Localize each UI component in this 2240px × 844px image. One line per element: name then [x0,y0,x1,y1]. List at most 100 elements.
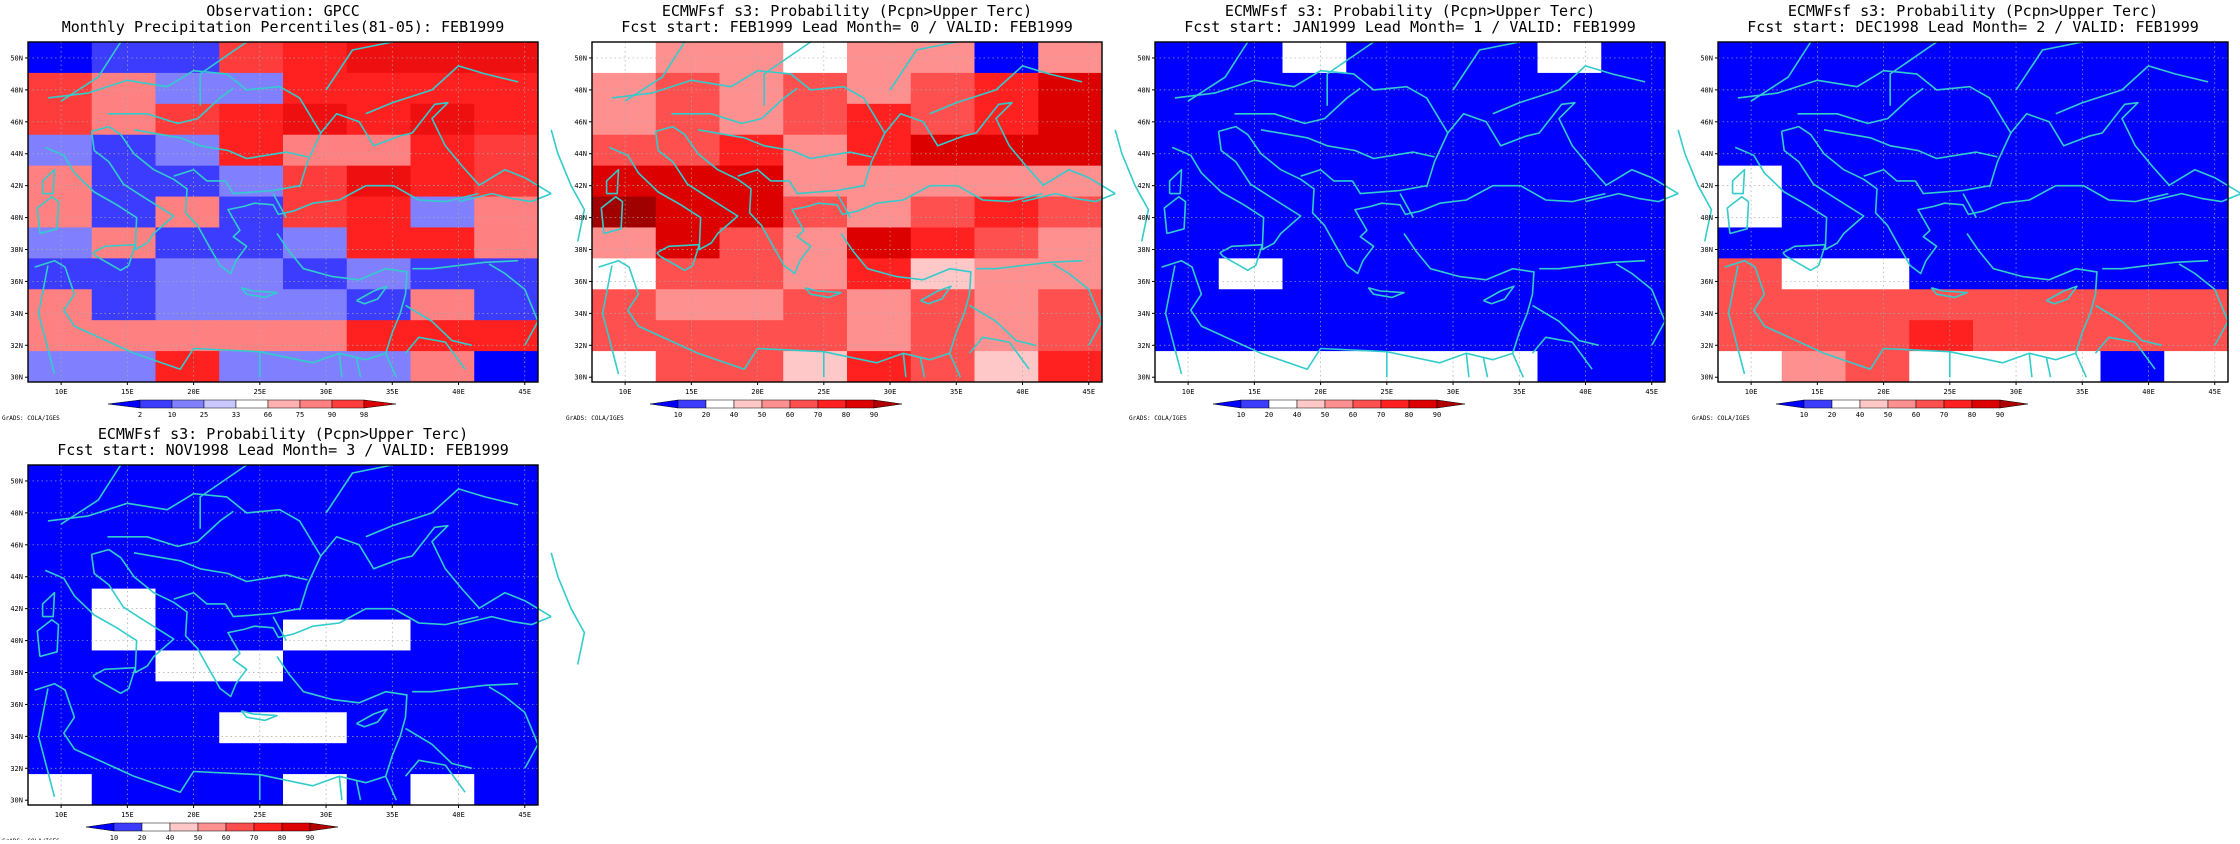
lat-label: 36N [574,278,587,286]
grid-cell [219,681,283,712]
grid-cell [347,197,411,228]
legend-label: 90 [328,411,336,419]
lat-label: 48N [1700,86,1713,94]
grid-cell [156,650,220,681]
grid-cell [1601,135,1665,166]
grid-cell [592,351,656,382]
grid-cell [1973,320,2037,351]
lon-label: 35E [1513,388,1526,396]
grid-cell [975,351,1039,382]
lon-label: 30E [320,811,333,819]
grid-cell [411,73,475,104]
lat-label: 42N [10,605,23,613]
grid-cell [2164,289,2228,320]
legend-swatch [1409,400,1437,408]
grid-cell [783,73,847,104]
grid-cell [219,104,283,135]
grid-cell [28,104,92,135]
grid-cell [411,258,475,289]
grads-credit: GrADS: COLA/IGES [1692,415,1750,422]
grid-cell [474,351,538,382]
grid-cell [1155,351,1219,382]
lon-label: 20E [1877,388,1890,396]
grid-cell [1219,166,1283,197]
grid-cell [283,558,347,589]
legend-label: 40 [166,834,174,840]
legend-swatch [2000,400,2028,408]
grid-cell [2164,135,2228,166]
grid-cell [28,650,92,681]
grid-cell [92,351,156,382]
grid-cell [156,465,220,496]
grid-cell [1155,320,1219,351]
lat-label: 42N [10,182,23,190]
grid-cell [92,104,156,135]
grid-cell [283,166,347,197]
lat-label: 38N [1700,246,1713,254]
lon-label: 20E [187,388,200,396]
grid-cell [720,73,784,104]
lon-label: 20E [751,388,764,396]
lat-label: 40N [10,214,23,222]
grid-cell [347,42,411,73]
grid-cell [975,258,1039,289]
legend-label: 75 [296,411,304,419]
map-panel-3: ECMWFsf s3: Probability (Pcpn>Upper Terc… [1129,2,1711,422]
grid-cell [1538,289,1602,320]
grid-cell [1973,42,2037,73]
grid-cell [1219,197,1283,228]
grid-cell [1283,320,1347,351]
grid-cell [283,104,347,135]
grid-cell [92,620,156,651]
grid-cell [1155,104,1219,135]
grid-cell [1718,351,1782,382]
grid-cell [720,289,784,320]
grid-cell [283,465,347,496]
grid-cell [1973,166,2037,197]
lat-label: 30N [1700,374,1713,382]
grid-cell [720,227,784,258]
grid-cell [92,774,156,805]
grid-cell [847,166,911,197]
grid-cell [156,42,220,73]
grid-cell [92,527,156,558]
grid-cell [975,289,1039,320]
grid-cell [847,320,911,351]
grid-cell [283,289,347,320]
grid-cell [975,73,1039,104]
grid-cell [911,320,975,351]
lon-label: 20E [1314,388,1327,396]
grid-cell [283,135,347,166]
legend-label: 10 [1800,411,1808,419]
grid-cell [911,197,975,228]
legend-label: 50 [194,834,202,840]
grid-cell [1410,289,1474,320]
legend-label: 40 [1293,411,1301,419]
grid-cell [847,104,911,135]
legend-label: 90 [870,411,878,419]
grid-cell [28,289,92,320]
legend-swatch [282,823,310,831]
grid-cell [1219,289,1283,320]
grid-cell [156,712,220,743]
grid-cell [720,258,784,289]
lon-label: 15E [121,388,134,396]
legend-swatch [1804,400,1832,408]
legend-swatch [1860,400,1888,408]
grid-cell [1155,73,1219,104]
legend-swatch [1888,400,1916,408]
grid-cell [1782,104,1846,135]
grid-cell [1346,227,1410,258]
lon-label: 40E [2142,388,2155,396]
grid-cell [92,589,156,620]
lon-label: 30E [2010,388,2023,396]
legend-swatch [310,823,338,831]
legend-swatch [300,400,332,408]
grid-cell [592,320,656,351]
legend-label: 80 [278,834,286,840]
legend-label: 20 [138,834,146,840]
lon-label: 35E [386,811,399,819]
